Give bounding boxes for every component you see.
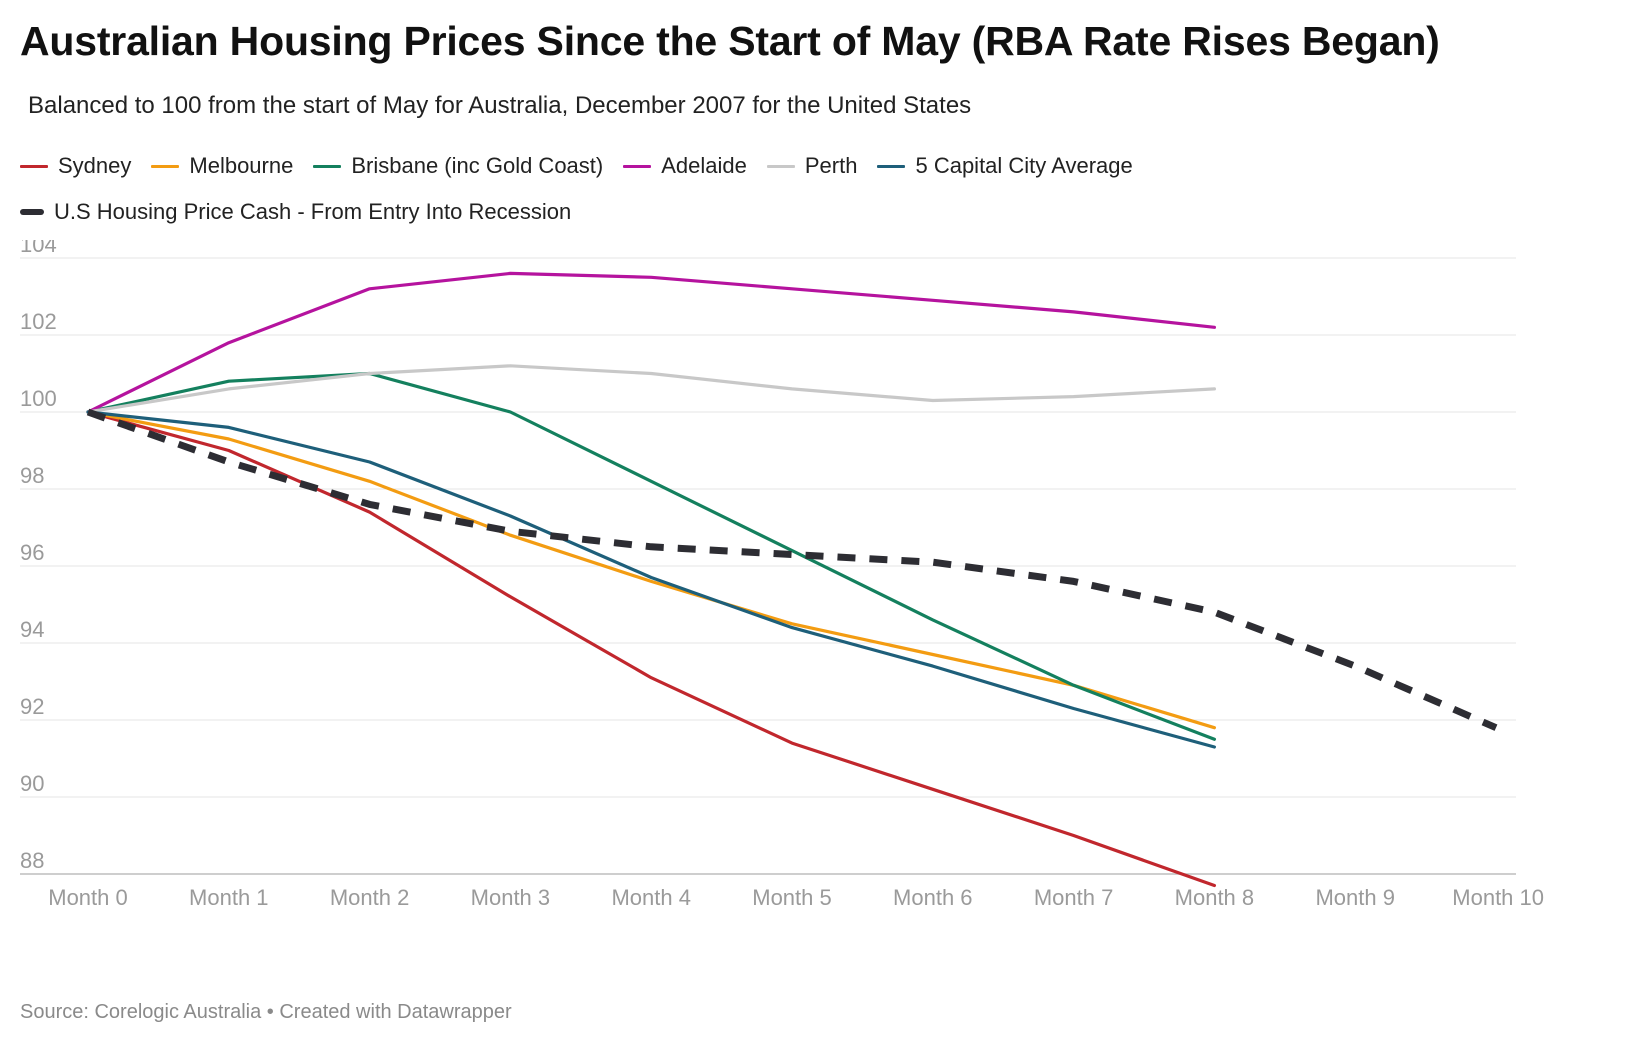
legend-swatch — [766, 164, 795, 168]
y-tick-label: 94 — [20, 617, 44, 642]
x-tick-label: Month 9 — [1315, 885, 1395, 910]
legend-swatch — [151, 164, 180, 168]
legend-swatch — [623, 164, 652, 168]
series-line-u-s-housing-price-cash-from-entry-into-recession — [86, 408, 1498, 731]
x-tick-label: Month 10 — [1452, 885, 1544, 910]
series-line-melbourne — [86, 410, 1217, 730]
y-tick-label: 90 — [20, 771, 44, 796]
x-tick-label: Month 2 — [330, 885, 410, 910]
legend-label: Brisbane (inc Gold Coast) — [351, 153, 604, 178]
legend-label: 5 Capital City Average — [915, 153, 1133, 178]
x-tick-label: Month 0 — [48, 885, 128, 910]
y-tick-label: 88 — [20, 848, 44, 873]
legend-item-melbourne: Melbourne — [151, 153, 293, 179]
x-tick-label: Month 6 — [893, 885, 973, 910]
series-line-5-capital-city-average — [86, 410, 1217, 749]
legend-label: Sydney — [58, 153, 132, 178]
legend-label: Melbourne — [189, 153, 294, 178]
x-axis-ticks: Month 0 Month 1 Month 2 Month 3 Month 4 Month… — [48, 885, 1544, 910]
x-tick-label: Month 1 — [189, 885, 269, 910]
chart-subtitle: Balanced to 100 from the start of May fo… — [28, 92, 972, 119]
legend-item-sydney: Sydney — [20, 153, 131, 179]
series-lines — [86, 271, 1498, 888]
legend-swatch — [313, 164, 342, 168]
y-tick-label: 100 — [20, 386, 57, 411]
legend-item-5-capital-city-average: 5 Capital City Average — [877, 153, 1133, 179]
series-line-sydney — [86, 410, 1217, 888]
y-tick-label: 102 — [20, 309, 57, 334]
legend-label: Adelaide — [661, 153, 747, 178]
legend-swatch — [877, 164, 906, 168]
source-note: Source: Corelogic Australia • Created wi… — [20, 1001, 512, 1023]
legend-item-brisbane-inc-gold-coast: Brisbane (inc Gold Coast) — [313, 153, 603, 179]
x-tick-label: Month 3 — [471, 885, 551, 910]
series-line-perth — [86, 364, 1217, 414]
y-axis-ticks: 88 90 92 94 96 98 100 102 104 — [20, 240, 57, 873]
series-line-adelaide — [86, 271, 1217, 414]
chart-title: Australian Housing Prices Since the Star… — [20, 18, 1440, 64]
legend-item-u-s-housing-price-cash-from-entry-into-recession: U.S Housing Price Cash - From Entry Into… — [20, 199, 571, 225]
legend: Sydney Melbourne Brisbane (inc Gold Coast)… — [20, 150, 1420, 242]
gridlines — [20, 257, 1516, 875]
x-tick-label: Month 5 — [752, 885, 832, 910]
y-tick-label: 96 — [20, 540, 44, 565]
legend-item-perth: Perth — [766, 153, 858, 179]
x-tick-label: Month 4 — [611, 885, 691, 910]
legend-swatch — [20, 164, 48, 168]
legend-label: Perth — [804, 153, 858, 178]
x-tick-label: Month 7 — [1034, 885, 1114, 910]
x-tick-label: Month 8 — [1175, 885, 1255, 910]
legend-label: U.S Housing Price Cash - From Entry Into… — [54, 199, 572, 224]
y-tick-label: 92 — [20, 694, 44, 719]
legend-row: U.S Housing Price Cash - From Entry Into… — [20, 196, 1420, 228]
y-tick-label: 98 — [20, 463, 44, 488]
legend-row: Sydney Melbourne Brisbane (inc Gold Coast)… — [20, 150, 1420, 182]
series-line-brisbane-inc-gold-coast — [86, 371, 1217, 741]
legend-item-adelaide: Adelaide — [623, 153, 747, 179]
y-tick-label: 104 — [20, 240, 57, 257]
legend-swatch — [20, 209, 44, 215]
